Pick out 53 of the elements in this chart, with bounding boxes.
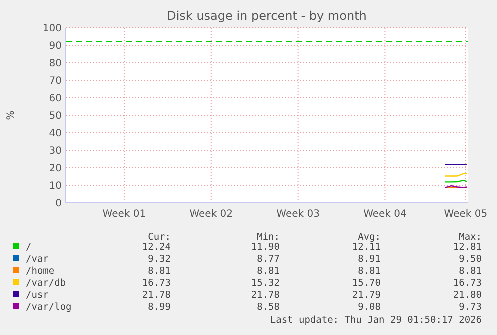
text: Min: <box>257 232 280 243</box>
y-tick-label: 90 <box>49 41 62 52</box>
x-tick-label: Week 03 <box>276 209 320 220</box>
text: 21.79 <box>352 290 382 301</box>
text: 8.81 <box>257 266 280 277</box>
text: 9.73 <box>459 302 482 313</box>
y-tick-label: 80 <box>49 58 62 70</box>
legend-label: / <box>26 242 32 253</box>
text: 16.73 <box>142 278 171 289</box>
x-tick-label: Week 05 <box>444 209 488 220</box>
text: 15.70 <box>352 278 382 289</box>
text: 15.32 <box>251 278 280 289</box>
text: 9.50 <box>459 254 482 265</box>
x-tick-label: Week 01 <box>102 209 146 220</box>
text: 21.78 <box>142 290 172 301</box>
text: Cur: <box>148 232 171 243</box>
text: 8.58 <box>257 302 280 313</box>
text: 8.99 <box>148 302 172 313</box>
text: 8.81 <box>148 266 172 277</box>
y-tick-label: 50 <box>49 111 62 122</box>
x-tick-label: Week 04 <box>364 209 407 220</box>
text: 11.90 <box>251 242 280 253</box>
text: Avg: <box>358 232 381 243</box>
text: 12.81 <box>453 242 482 253</box>
text: 8.91 <box>358 254 382 265</box>
y-tick-label: 0 <box>56 198 62 210</box>
text: 8.77 <box>257 254 280 265</box>
y-axis-title: % <box>6 110 17 120</box>
y-tick-label: 70 <box>49 76 62 87</box>
y-tick-label: 100 <box>42 24 62 34</box>
text: 12.11 <box>352 242 382 253</box>
legend-label: /var/log <box>26 302 72 313</box>
legend-label: /var <box>26 254 50 265</box>
text: 16.73 <box>453 278 482 289</box>
text: Last update: Thu Jan 29 01:50:17 2026 <box>270 315 482 326</box>
text: 21.80 <box>453 290 482 301</box>
y-tick-label: 20 <box>49 164 62 174</box>
legend-label: /var/db <box>26 278 66 289</box>
text: 9.32 <box>148 254 171 265</box>
legend-label: /home <box>26 266 55 277</box>
y-tick-label: 60 <box>49 94 62 104</box>
y-tick-label: 10 <box>49 181 62 192</box>
text: 9.08 <box>358 302 382 313</box>
text: Max: <box>459 232 482 243</box>
y-tick-label: 40 <box>49 128 62 140</box>
y-tick-label: 30 <box>49 146 62 157</box>
text: 12.24 <box>142 242 172 253</box>
text: 21.78 <box>251 290 280 301</box>
text: 8.81 <box>358 266 382 277</box>
chart-title: Disk usage in percent - by month <box>167 9 367 23</box>
legend-label: /usr <box>26 290 50 301</box>
text: 8.81 <box>459 266 482 277</box>
x-tick-label: Week 02 <box>190 209 234 220</box>
